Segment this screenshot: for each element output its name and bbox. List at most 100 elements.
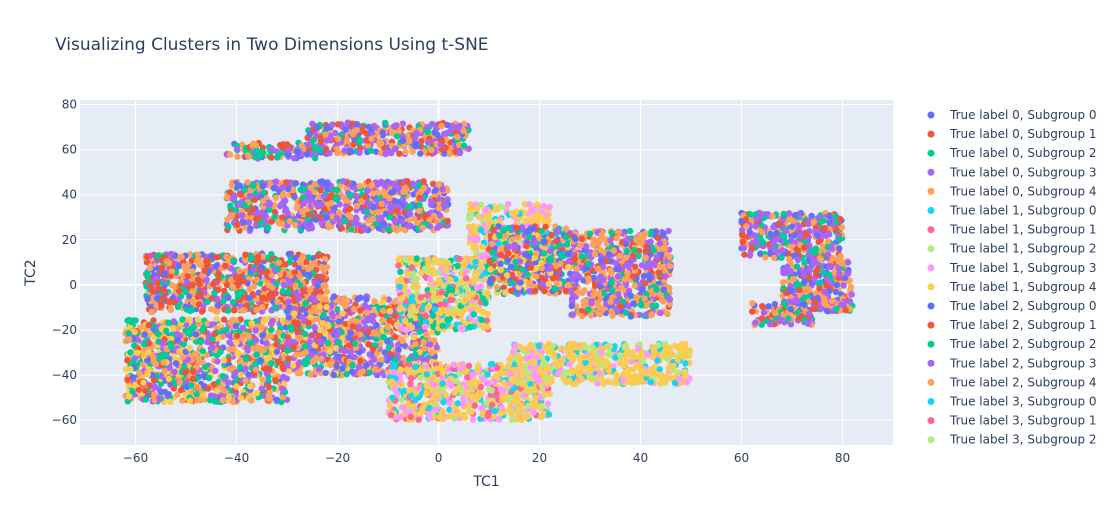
scatter-point	[168, 250, 175, 258]
scatter-point	[131, 328, 138, 335]
scatter-point	[161, 270, 169, 277]
scatter-point	[387, 213, 394, 220]
scatter-point	[203, 276, 210, 284]
scatter-point	[187, 307, 194, 315]
scatter-point	[253, 276, 260, 284]
scatter-point	[341, 147, 348, 154]
scatter-point	[327, 192, 335, 199]
scatter-point	[417, 294, 424, 301]
scatter-point	[396, 150, 403, 157]
scatter-point	[258, 264, 265, 271]
scatter-point	[300, 200, 307, 207]
scatter-point	[376, 216, 383, 223]
scatter-point	[416, 328, 423, 335]
scatter-point	[189, 288, 197, 296]
scatter-point	[294, 369, 301, 377]
scatter-point	[340, 194, 347, 201]
scatter-point	[310, 261, 317, 268]
scatter-point	[260, 189, 267, 196]
scatter-point	[428, 198, 435, 205]
scatter-point	[413, 255, 420, 262]
scatter-point	[424, 128, 431, 136]
scatter-point	[273, 348, 281, 355]
scatter-point	[151, 383, 158, 390]
scatter-point	[283, 347, 291, 354]
scatter-point	[260, 318, 267, 325]
scatter-point	[339, 310, 346, 317]
scatter-point	[140, 340, 148, 348]
scatter-point	[150, 354, 157, 361]
scatter-point	[323, 303, 330, 311]
scatter-point	[353, 126, 360, 134]
scatter-point	[406, 210, 414, 218]
scatter-point	[333, 363, 340, 370]
scatter-point	[311, 323, 318, 331]
scatter-point	[401, 256, 409, 263]
scatter-point	[285, 355, 292, 362]
scatter-point	[373, 148, 380, 155]
scatter-point	[441, 150, 448, 157]
scatter-point	[317, 326, 324, 334]
scatter-point	[372, 365, 379, 373]
scatter-point	[368, 181, 376, 188]
scatter-point	[307, 184, 315, 191]
scatter-point	[397, 323, 404, 331]
scatter-point	[228, 212, 236, 219]
scatter-point	[320, 193, 327, 200]
scatter-point	[347, 191, 354, 199]
scatter-point	[232, 274, 240, 281]
scatter-point	[242, 365, 249, 372]
scatter-point	[224, 216, 231, 223]
scatter-point	[392, 198, 399, 205]
scatter-point	[434, 131, 441, 138]
scatter-point	[429, 120, 436, 128]
scatter-point	[154, 295, 161, 302]
scatter-point	[245, 219, 253, 226]
scatter-point	[251, 153, 259, 161]
scatter-point	[351, 219, 358, 226]
scatter-point	[472, 258, 479, 266]
scatter-point	[194, 383, 202, 390]
scatter-point	[219, 397, 226, 404]
scatter-point	[144, 371, 151, 378]
scatter-point	[241, 307, 248, 314]
scatter-point	[341, 218, 348, 225]
scatter-point	[456, 255, 463, 262]
scatter-point	[225, 393, 232, 401]
scatter-point	[304, 265, 312, 272]
scatter-point	[124, 317, 131, 324]
scatter-point	[195, 301, 203, 308]
scatter-point	[225, 223, 232, 230]
scatter-point	[252, 366, 260, 373]
scatter-point	[127, 349, 134, 356]
scatter-point	[231, 307, 238, 314]
scatter-point	[411, 334, 418, 341]
scatter-point	[299, 208, 306, 215]
scatter-point	[236, 267, 243, 275]
scatter-point	[233, 332, 241, 340]
scatter-point	[395, 262, 402, 269]
scatter-point	[402, 148, 409, 156]
scatter-point	[466, 324, 474, 331]
scatter-point	[282, 261, 289, 268]
scatter-point	[386, 180, 393, 187]
scatter-point	[417, 150, 424, 157]
scatter-point	[144, 295, 151, 302]
scatter-point	[273, 280, 280, 287]
scatter-point	[271, 214, 278, 221]
scatter-point	[193, 257, 201, 264]
scatter-point	[197, 338, 205, 346]
scatter-point	[369, 318, 377, 325]
scatter-point	[248, 320, 255, 327]
scatter-point	[430, 212, 438, 220]
scatter-point	[259, 197, 267, 205]
scatter-point	[257, 209, 265, 216]
scatter-point	[330, 293, 338, 300]
scatter-point	[236, 363, 244, 371]
scatter-point	[374, 181, 381, 188]
scatter-point	[347, 226, 355, 233]
scatter-point	[268, 145, 275, 152]
scatter-point	[233, 339, 240, 346]
scatter-point	[322, 330, 329, 337]
scatter-point	[425, 260, 432, 268]
